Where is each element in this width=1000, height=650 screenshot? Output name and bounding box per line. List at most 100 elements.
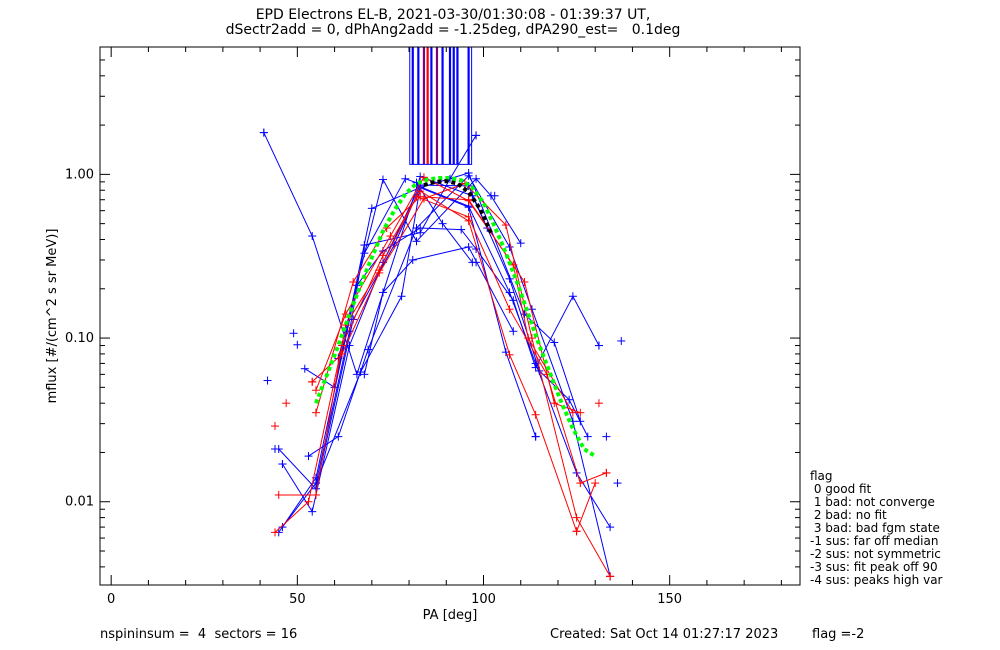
series-7-point-0 — [311, 479, 320, 488]
legend-item-no-fit: 2 bad: no fit — [810, 508, 887, 522]
marker-blue-8 — [594, 341, 603, 350]
series-5-point-0 — [300, 364, 309, 373]
series-9-point-5 — [516, 239, 525, 248]
series-13-point-3 — [419, 194, 428, 203]
legend-item-not-symmetric: -2 sus: not symmetric — [810, 547, 941, 561]
marker-blue-6 — [613, 479, 622, 488]
series-11-line — [274, 190, 596, 533]
y-axis-label: mflux [#/(cm^2 s sr MeV)] — [45, 229, 60, 404]
series-9-point-3 — [472, 174, 481, 183]
series-6-point-4 — [464, 171, 473, 180]
series-13-point-1 — [338, 349, 347, 358]
series-4-point-9 — [606, 523, 615, 532]
legend-item-far-off-median: -1 sus: far off median — [810, 534, 939, 548]
marker-blue-10 — [531, 432, 540, 441]
series-5-point-6 — [550, 338, 559, 347]
series-6-point-2 — [364, 345, 373, 354]
series-12-point-0 — [274, 490, 283, 499]
x-tick-label-0: 0 — [107, 592, 115, 607]
series-4-point-3 — [397, 292, 406, 301]
marker-blue-4 — [293, 340, 302, 349]
series-11-point-6 — [505, 350, 514, 359]
series-2-point-8 — [565, 395, 574, 404]
series-14-point-0 — [311, 386, 320, 395]
title-line-2: dSectr2add = 0, dPhAng2add = -1.25deg, d… — [225, 22, 681, 38]
series-10-point-0 — [360, 370, 369, 379]
footer-spin-info: nspininsum = 4 sectors = 16 — [100, 627, 298, 642]
title-line-1: EPD Electrons EL-B, 2021-03-30/01:30:08 … — [255, 7, 651, 23]
marker-blue-2 — [278, 460, 287, 469]
marker-blue-9 — [602, 432, 611, 441]
legend-item-good-fit: 0 good fit — [810, 482, 872, 496]
series-10-point-2 — [408, 255, 417, 264]
legend-item-not-converge: 1 bad: not converge — [810, 495, 935, 509]
series-6-point-3 — [412, 224, 421, 233]
series-4-point-6 — [505, 288, 514, 297]
y-tick-label-0: 0.01 — [65, 495, 94, 510]
series-0-point-1 — [308, 232, 317, 241]
marker-red-1 — [282, 399, 291, 408]
series-5-point-7 — [576, 417, 585, 426]
series-3-point-9 — [568, 292, 577, 301]
series-3-point-5 — [457, 225, 466, 234]
marker-blue-12 — [472, 131, 481, 140]
marker-blue-0 — [263, 376, 272, 385]
marker-blue-7 — [617, 336, 626, 345]
series-11-point-9 — [591, 479, 600, 488]
series-9-point-2 — [412, 237, 421, 246]
marker-red-4 — [602, 468, 611, 477]
x-tick-label-3: 150 — [657, 592, 682, 607]
fit-curve-green — [314, 176, 597, 458]
series-2-line — [281, 184, 589, 513]
series-11-point-0 — [271, 528, 279, 537]
y-tick-label-2: 1.00 — [65, 167, 94, 182]
legend-item-peak-off-90: -3 sus: fit peak off 90 — [810, 560, 938, 574]
series-10-point-4 — [509, 327, 518, 336]
series-4-point-0 — [278, 523, 287, 532]
flag-legend: flag 0 good fit 1 bad: not converge 2 ba… — [810, 470, 942, 587]
spike-frame — [409, 47, 473, 165]
marker-blue-3 — [289, 329, 298, 338]
series-11-point-7 — [531, 410, 540, 419]
series-15-line — [315, 196, 581, 414]
marker-red-2 — [308, 377, 317, 386]
marker-blue-5 — [259, 128, 268, 137]
x-axis-label: PA [deg] — [423, 608, 478, 623]
series-15-point-0 — [311, 408, 320, 417]
legend-title: flag — [810, 469, 833, 483]
marker-red-0 — [271, 422, 279, 431]
series-4-line — [282, 186, 611, 528]
series-5-line — [304, 172, 581, 422]
series-10-point-1 — [378, 288, 387, 297]
marker-blue-11 — [490, 191, 499, 200]
series-10-point-3 — [464, 242, 473, 251]
series-11-point-1 — [304, 497, 313, 506]
y-tick-label-1: 0.10 — [65, 331, 94, 346]
series-6-point-1 — [334, 432, 343, 441]
footer-flag: flag =-2 — [812, 627, 865, 642]
footer-created-date: Created: Sat Oct 14 01:27:17 2023 — [550, 627, 779, 642]
series-14-point-3 — [419, 173, 428, 182]
series-2-point-9 — [583, 432, 592, 441]
series-8-point-5 — [472, 258, 481, 267]
series-13-point-7 — [572, 513, 581, 522]
series-15-point-4 — [464, 195, 473, 204]
series-1-line — [278, 186, 537, 490]
legend-item-bad-fgm-state: 3 bad: bad fgm state — [810, 521, 940, 535]
series-13-point-2 — [375, 268, 384, 277]
series-8-point-3 — [438, 219, 447, 228]
series-15-point-7 — [576, 408, 585, 417]
series-15-point-5 — [520, 278, 529, 287]
series-13-point-5 — [501, 221, 510, 230]
series-15-point-6 — [550, 399, 559, 408]
series-12-point-6 — [505, 305, 514, 314]
series-15-point-1 — [349, 278, 358, 287]
series-8-point-1 — [401, 174, 410, 183]
series-6-point-0 — [304, 452, 313, 461]
x-tick-label-2: 100 — [471, 592, 496, 607]
series-6-point-5 — [505, 242, 514, 251]
series-9-line — [337, 178, 522, 359]
series-14-point-6 — [524, 334, 533, 343]
series-12-line — [278, 196, 607, 496]
